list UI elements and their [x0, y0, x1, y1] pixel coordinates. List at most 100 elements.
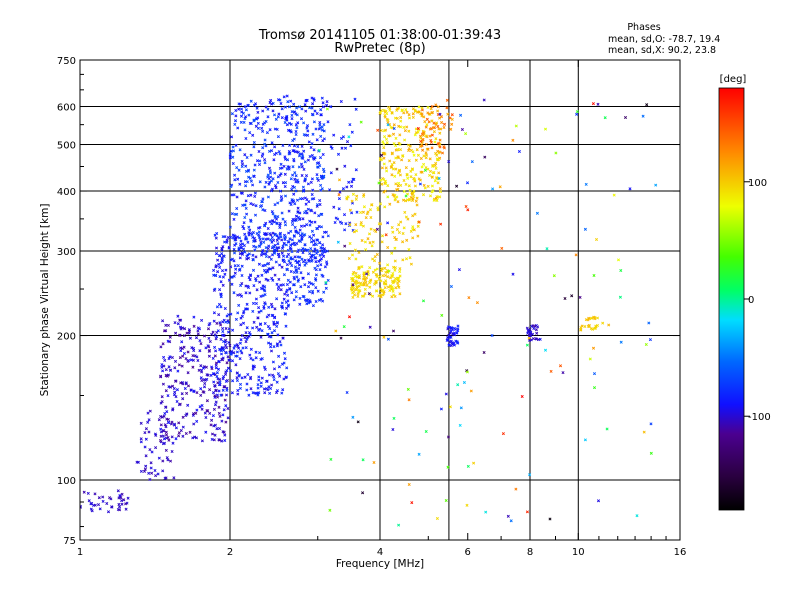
data-point [305, 198, 309, 202]
data-point [464, 132, 468, 136]
data-point [275, 221, 279, 225]
data-point [310, 253, 314, 257]
data-point [219, 295, 223, 299]
data-point [399, 220, 403, 224]
data-point [427, 120, 431, 124]
data-point [272, 367, 277, 371]
data-point [136, 460, 140, 464]
data-point [329, 145, 333, 149]
data-point [447, 160, 451, 164]
data-point [210, 432, 215, 436]
data-point [243, 232, 247, 236]
data-point [290, 198, 294, 202]
data-point [447, 333, 451, 337]
data-point [391, 271, 395, 276]
data-point [287, 149, 291, 154]
data-point [293, 202, 297, 206]
data-point [408, 188, 412, 192]
data-point [211, 414, 215, 418]
data-point [263, 289, 267, 293]
data-point [166, 339, 170, 343]
data-point [423, 186, 427, 190]
data-point [261, 294, 265, 298]
data-point [407, 159, 411, 163]
data-point [281, 258, 285, 263]
data-point [106, 510, 111, 514]
data-point [263, 391, 267, 395]
data-point [270, 383, 274, 387]
data-point [396, 171, 400, 175]
data-point [249, 273, 253, 277]
data-point [388, 108, 392, 112]
data-point [184, 357, 188, 361]
data-point [192, 348, 196, 353]
data-point [452, 331, 456, 335]
data-point [401, 240, 405, 244]
data-point [382, 162, 386, 166]
data-point [379, 108, 384, 113]
data-point [217, 360, 221, 364]
data-point [154, 474, 158, 478]
data-point [368, 266, 372, 270]
data-point [285, 123, 289, 127]
colorbar-tick-label: -100 [748, 412, 771, 423]
data-point [252, 174, 256, 178]
data-point [143, 467, 147, 471]
data-point [315, 138, 319, 142]
data-point [301, 247, 305, 251]
data-point [391, 230, 395, 234]
data-point [236, 126, 240, 130]
data-point [361, 210, 365, 214]
data-point [221, 329, 225, 334]
data-point [612, 193, 616, 197]
data-point [237, 246, 241, 250]
data-point [414, 127, 418, 131]
data-point [536, 325, 540, 329]
data-point [265, 262, 269, 266]
data-point [426, 105, 430, 109]
x-tick-label: 2 [227, 547, 233, 558]
data-point [448, 331, 452, 335]
data-point [263, 321, 267, 326]
data-point [251, 268, 256, 272]
data-point [289, 99, 293, 103]
data-point [222, 254, 226, 258]
data-point [378, 202, 383, 206]
data-point [221, 320, 225, 324]
data-point [368, 285, 372, 289]
data-point [413, 212, 417, 216]
data-point [379, 279, 383, 283]
data-point [269, 267, 273, 271]
data-point [421, 299, 426, 303]
data-point [528, 330, 532, 334]
data-point [411, 112, 415, 116]
data-point [410, 198, 415, 203]
data-point [411, 107, 415, 111]
data-point [436, 109, 440, 113]
data-point [403, 210, 407, 214]
data-point [280, 211, 284, 215]
data-point [271, 373, 275, 377]
data-point [261, 152, 265, 156]
data-point [299, 117, 304, 121]
data-point [239, 294, 244, 298]
data-point [291, 217, 295, 221]
data-point [295, 150, 299, 154]
data-point [279, 195, 283, 199]
data-point [312, 157, 316, 161]
data-point [509, 519, 513, 523]
data-point [312, 239, 316, 243]
data-point [332, 133, 336, 137]
data-point [161, 429, 165, 433]
data-point [270, 235, 274, 239]
data-point [243, 250, 247, 254]
data-point [318, 120, 322, 125]
data-point [354, 223, 358, 227]
data-point [428, 134, 432, 138]
data-point [227, 327, 231, 331]
data-point [248, 228, 252, 232]
data-point [361, 277, 365, 281]
data-point [252, 119, 256, 123]
data-point [267, 255, 271, 259]
data-point [382, 335, 386, 339]
